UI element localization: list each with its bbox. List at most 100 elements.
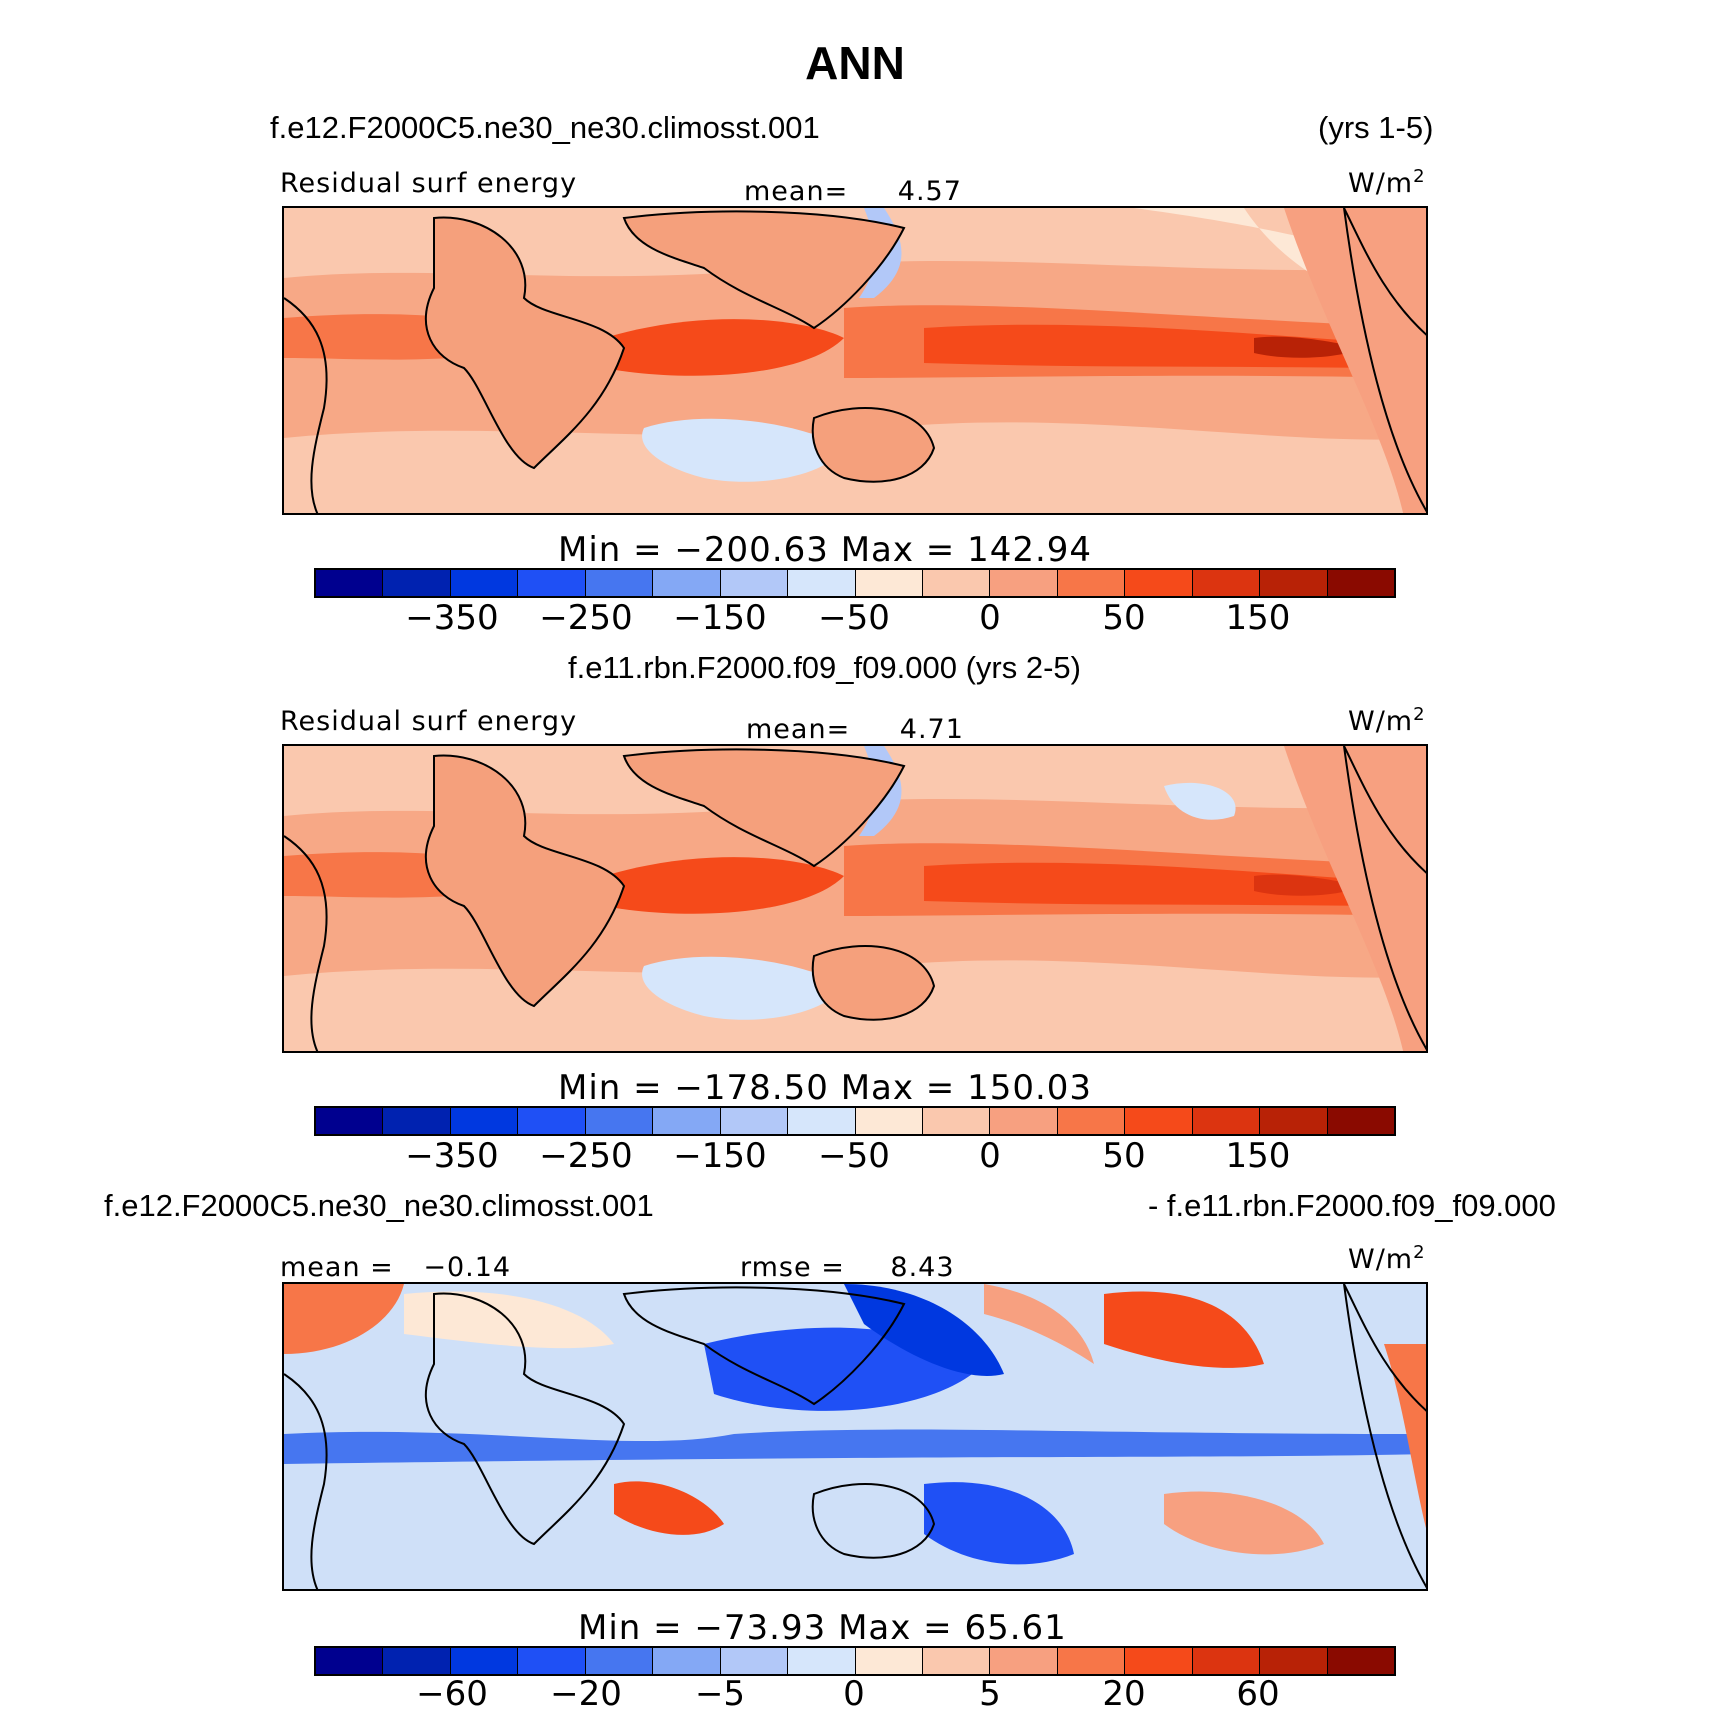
panel2-tick: 50 — [1102, 1136, 1146, 1176]
panel2-africa-outline — [424, 754, 626, 1008]
colorbar-swatch — [720, 1108, 789, 1134]
panel3-rmse-label: rmse = — [740, 1252, 855, 1283]
colorbar-swatch — [383, 1648, 451, 1674]
colorbar-swatch — [1057, 1648, 1126, 1674]
colorbar-swatch — [788, 570, 856, 596]
panel1-map-svg — [284, 208, 1426, 513]
colorbar-swatch — [855, 1108, 923, 1134]
panel3-case-left: f.e12.F2000C5.ne30_ne30.climosst.001 — [104, 1188, 654, 1223]
colorbar-swatch — [720, 1648, 789, 1674]
panel1-pacific-itcz — [924, 324, 1384, 368]
panel1-years-label: (yrs 1-5) — [1318, 110, 1434, 145]
panel3-units-base: W/m — [1348, 1244, 1414, 1275]
panel2-pacific-itcz — [924, 862, 1384, 906]
panel1-tick: −250 — [539, 598, 633, 638]
panel3-australia-outline — [811, 1483, 936, 1559]
panel3-map — [282, 1282, 1428, 1591]
panel1-tick: 0 — [979, 598, 1001, 638]
panel2-map — [282, 744, 1428, 1053]
panel3-units: W/m2 — [1348, 1242, 1426, 1275]
colorbar-swatch — [1125, 1108, 1193, 1134]
panel2-asia-outline — [622, 748, 906, 868]
colorbar-swatch — [788, 1108, 856, 1134]
panel3-mean: mean = −0.14 — [280, 1252, 511, 1283]
panel3-rmse: rmse = 8.43 — [740, 1252, 955, 1283]
panel2-north-pacific-blue — [1164, 782, 1236, 820]
panel2-americas-outline — [1343, 746, 1426, 1051]
panel2-south-america-outline — [284, 835, 328, 1051]
panel3-units-exp: 2 — [1413, 1242, 1426, 1263]
colorbar-swatch — [1057, 1108, 1126, 1134]
panel3-subtropical-warm — [984, 1284, 1094, 1364]
colorbar-swatch — [1327, 1108, 1394, 1134]
panel1-south-america-outline — [284, 297, 328, 513]
panel3-tick: 60 — [1236, 1674, 1280, 1714]
colorbar-swatch — [450, 1108, 519, 1134]
panel1-tick: −150 — [673, 598, 767, 638]
panel2-units-exp: 2 — [1413, 704, 1426, 725]
panel1-americas-coast — [1284, 208, 1426, 513]
panel1-colorbar — [314, 568, 1396, 598]
colorbar-swatch — [922, 1648, 991, 1674]
panel3-tick: −20 — [550, 1674, 622, 1714]
panel3-western-pacific-blue — [844, 1284, 1004, 1376]
colorbar-swatch — [1260, 1108, 1328, 1134]
panel3-americas-outline — [1343, 1284, 1426, 1589]
colorbar-swatch — [383, 1108, 451, 1134]
colorbar-swatch — [653, 1648, 721, 1674]
colorbar-swatch — [1192, 570, 1261, 596]
colorbar-swatch — [720, 570, 789, 596]
colorbar-swatch — [383, 570, 451, 596]
panel1-units-exp: 2 — [1413, 166, 1426, 187]
colorbar-swatch — [922, 570, 991, 596]
panel1-indian-ocean-blue — [642, 418, 844, 482]
colorbar-swatch — [585, 1648, 654, 1674]
panel1-americas-outline — [1343, 208, 1426, 513]
panel2-indian-ocean-blue — [642, 956, 844, 1020]
panel2-tick: −50 — [818, 1136, 890, 1176]
panel2-variable-label: Residual surf energy — [280, 706, 578, 737]
colorbar-swatch — [1260, 570, 1328, 596]
colorbar-swatch — [990, 1648, 1058, 1674]
panel2-units: W/m2 — [1348, 704, 1426, 737]
colorbar-swatch — [316, 1648, 384, 1674]
colorbar-swatch — [653, 570, 721, 596]
panel1-tick: 50 — [1102, 598, 1146, 638]
panel3-africa-outline — [424, 1292, 626, 1546]
panel3-colorbar — [314, 1646, 1396, 1676]
panel3-south-america-outline — [284, 1373, 328, 1589]
colorbar-swatch — [450, 570, 519, 596]
panel1-mean: mean= 4.57 — [744, 176, 962, 207]
colorbar-swatch — [1327, 1648, 1394, 1674]
panel3-tick: −5 — [694, 1674, 746, 1714]
panel3-tick: 0 — [843, 1674, 865, 1714]
panel1-minmax: Min = −200.63 Max = 142.94 — [558, 530, 1093, 570]
colorbar-swatch — [585, 570, 654, 596]
panel2-tick: 150 — [1225, 1136, 1291, 1176]
panel3-tick: 5 — [979, 1674, 1001, 1714]
panel1-map — [282, 206, 1428, 515]
panel1-mean-label: mean= — [744, 176, 849, 207]
panel3-mean-label: mean = — [280, 1252, 404, 1283]
panel1-indian-itcz — [604, 319, 844, 376]
panel3-north-pacific-warm — [1104, 1291, 1264, 1368]
panel2-australia-outline — [811, 945, 936, 1021]
panel3-rmse-value: 8.43 — [890, 1252, 955, 1283]
colorbar-swatch — [585, 1108, 654, 1134]
panel2-tick: −250 — [539, 1136, 633, 1176]
panel3-mean-value: −0.14 — [423, 1252, 512, 1283]
colorbar-swatch — [518, 1108, 586, 1134]
panel1-variable-label: Residual surf energy — [280, 168, 578, 199]
colorbar-swatch — [855, 570, 923, 596]
panel2-americas-coast — [1284, 746, 1426, 1051]
colorbar-swatch — [1260, 1648, 1328, 1674]
colorbar-swatch — [1192, 1108, 1261, 1134]
colorbar-swatch — [990, 570, 1058, 596]
panel3-madagascar-warm — [614, 1481, 724, 1535]
colorbar-swatch — [1057, 570, 1126, 596]
panel2-units-base: W/m — [1348, 706, 1414, 737]
colorbar-swatch — [922, 1108, 991, 1134]
panel3-south-indian-blue — [924, 1482, 1074, 1565]
colorbar-swatch — [450, 1648, 519, 1674]
panel3-americas-warm — [1384, 1344, 1426, 1529]
